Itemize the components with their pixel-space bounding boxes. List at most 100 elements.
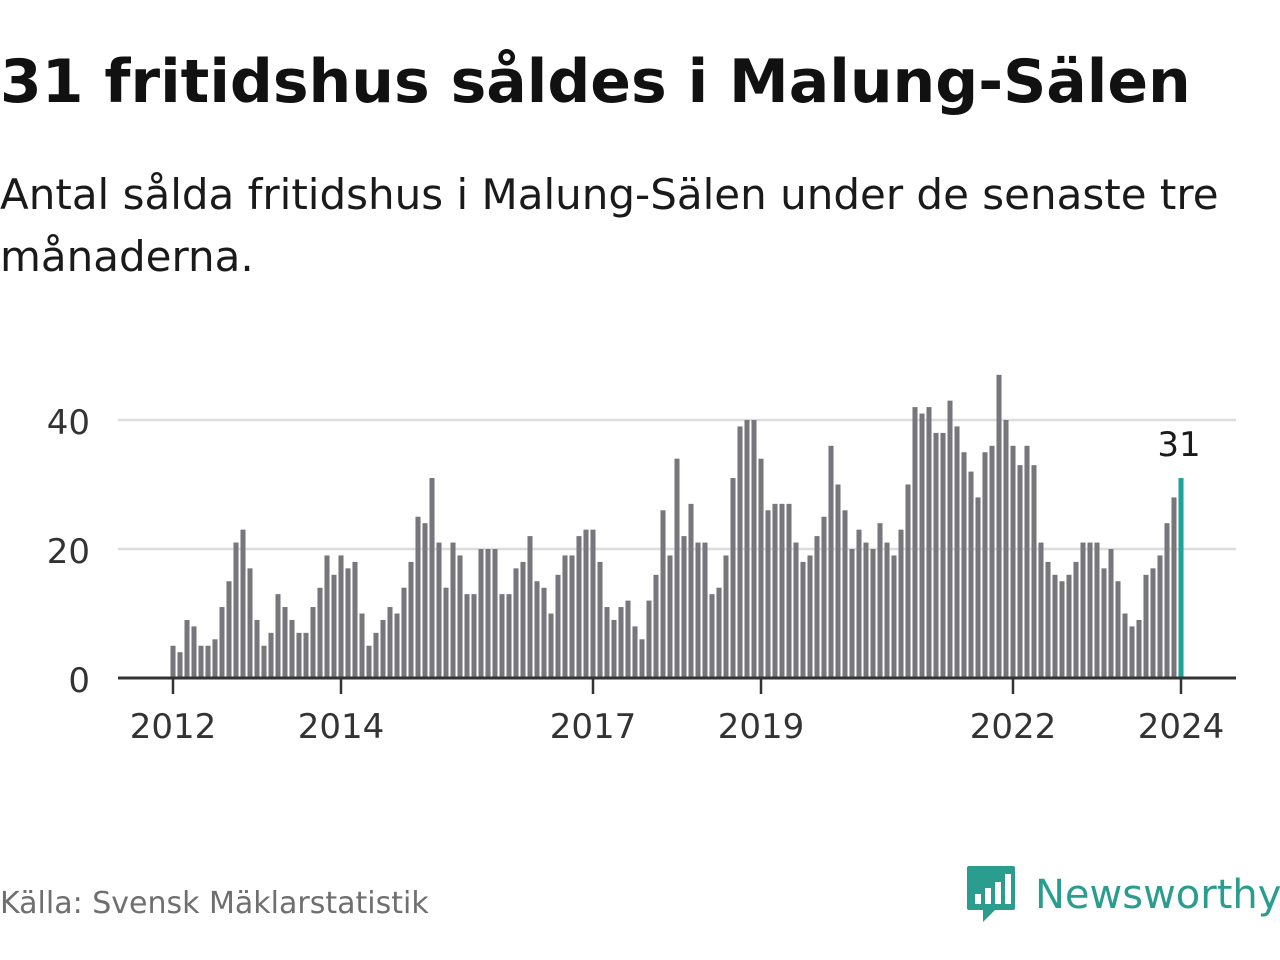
chart-subtitle: Antal sålda fritidshus i Malung-Sälen un… [0, 170, 1219, 281]
bar [639, 639, 645, 678]
x-tick-label: 2014 [298, 707, 385, 747]
bar [338, 555, 344, 678]
y-tick-label: 20 [47, 532, 90, 572]
brand-name: Newsworthy [1035, 872, 1280, 918]
bar [380, 619, 386, 678]
source-note: Källa: Svensk Mäklarstatistik [0, 886, 429, 921]
bar [982, 452, 988, 678]
bar [576, 536, 582, 678]
bar [835, 484, 841, 678]
bar [1087, 542, 1093, 678]
bar [646, 600, 652, 678]
bar [737, 426, 743, 678]
bar [590, 529, 596, 678]
bar [730, 478, 736, 678]
bar [611, 619, 617, 678]
bar [604, 607, 610, 678]
bar-highlight [1178, 478, 1184, 678]
bar [1073, 561, 1079, 678]
bar [772, 503, 778, 678]
bar [261, 645, 267, 678]
bar [429, 478, 435, 678]
bar [968, 471, 974, 678]
bar [170, 645, 176, 678]
bar [996, 374, 1002, 678]
bar [1157, 555, 1163, 678]
bar [653, 574, 659, 678]
bar [296, 632, 302, 678]
bar [1108, 549, 1114, 678]
bar [268, 632, 274, 678]
bar [499, 594, 505, 678]
bar [485, 549, 491, 678]
bar [891, 555, 897, 678]
bar [1101, 568, 1107, 678]
bar [863, 542, 869, 678]
bar [1038, 542, 1044, 678]
bar [807, 555, 813, 678]
bar [289, 619, 295, 678]
bar [394, 613, 400, 678]
bar [597, 561, 603, 678]
x-tick-label: 2017 [550, 707, 637, 747]
bar [674, 458, 680, 678]
bar [709, 594, 715, 678]
bar [366, 645, 372, 678]
bar [695, 542, 701, 678]
x-tick-label: 2012 [130, 707, 217, 747]
highlight-value-label: 31 [1157, 425, 1200, 465]
x-tick-label: 2024 [1138, 707, 1225, 747]
bar [1003, 420, 1009, 678]
bar [450, 542, 456, 678]
bar [786, 503, 792, 678]
bar [723, 555, 729, 678]
bar [471, 594, 477, 678]
bar [975, 497, 981, 678]
bar [1080, 542, 1086, 678]
bar [534, 581, 540, 678]
bar [779, 503, 785, 678]
bar [828, 445, 834, 678]
bar [961, 452, 967, 678]
bar [989, 445, 995, 678]
bar [905, 484, 911, 678]
bar [688, 503, 694, 678]
bar [933, 432, 939, 678]
bar [919, 413, 925, 678]
bar [954, 426, 960, 678]
bar [345, 568, 351, 678]
bar [744, 420, 750, 678]
bar [324, 555, 330, 678]
bar [513, 568, 519, 678]
bar [1164, 523, 1170, 678]
y-tick-label: 40 [47, 403, 90, 443]
bar [443, 587, 449, 678]
bar [940, 432, 946, 678]
bar [793, 542, 799, 678]
bar [177, 652, 183, 678]
bars [170, 374, 1184, 678]
bar [877, 523, 883, 678]
bar [317, 587, 323, 678]
bar [947, 400, 953, 678]
bar [1059, 581, 1065, 678]
bar [632, 626, 638, 678]
bar [387, 607, 393, 678]
chart-title: 31 fritidshus såldes i Malung-Sälen [0, 47, 1191, 117]
bar [1066, 574, 1072, 678]
bar [401, 587, 407, 678]
bar [226, 581, 232, 678]
bar [1052, 574, 1058, 678]
bar [436, 542, 442, 678]
annotations: 31 [1157, 425, 1200, 465]
bar [583, 529, 589, 678]
bar [1024, 445, 1030, 678]
bar [541, 587, 547, 678]
bar [1150, 568, 1156, 678]
bar [716, 587, 722, 678]
bar [625, 600, 631, 678]
bar [562, 555, 568, 678]
bar [667, 555, 673, 678]
bar [247, 568, 253, 678]
bar [331, 574, 337, 678]
